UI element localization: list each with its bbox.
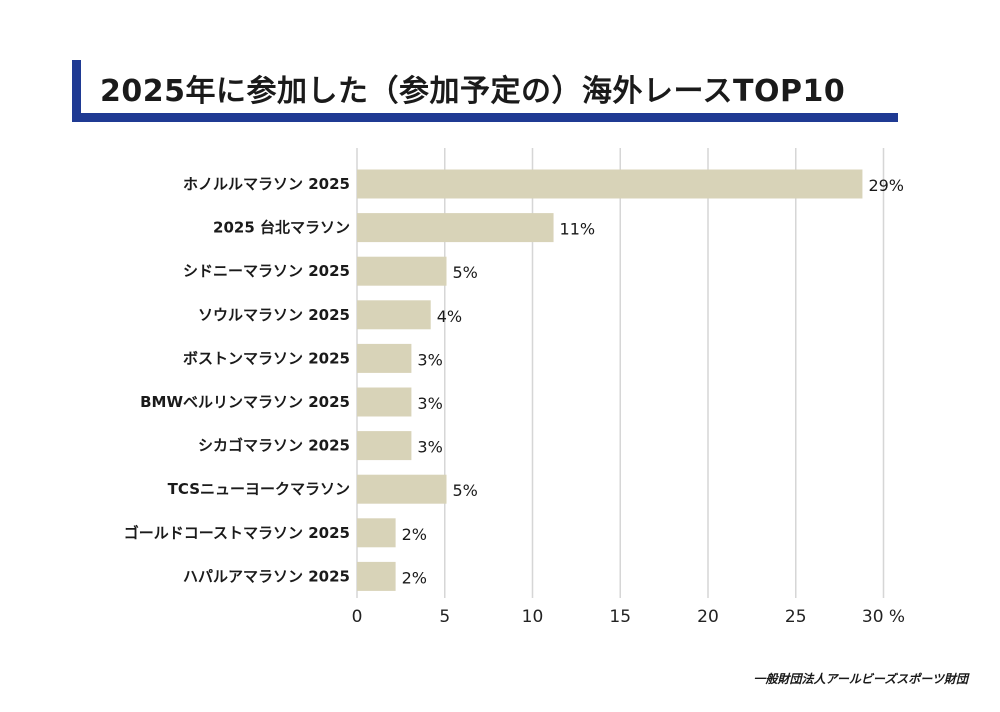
value-label: 11% bbox=[560, 220, 596, 239]
x-tick-label: 30 % bbox=[862, 607, 905, 627]
category-label: ゴールドコーストマラソン 2025 bbox=[124, 524, 350, 542]
category-label: TCSニューヨークマラソン bbox=[168, 480, 350, 498]
value-label: 2% bbox=[402, 568, 427, 587]
x-tick-label: 15 bbox=[609, 607, 631, 627]
source-credit: 一般財団法人アールビーズスポーツ財団 bbox=[753, 672, 968, 686]
bar bbox=[357, 518, 396, 548]
value-label: 3% bbox=[417, 438, 442, 457]
value-label: 3% bbox=[417, 350, 442, 369]
category-label: 2025 台北マラソン bbox=[213, 219, 350, 237]
category-label: ホノルルマラソン 2025 bbox=[183, 175, 350, 193]
category-label: シドニーマラソン 2025 bbox=[183, 262, 350, 280]
value-label: 3% bbox=[417, 394, 442, 413]
chart-title: 2025年に参加した（参加予定の）海外レースTOP10 bbox=[100, 74, 846, 109]
category-label: ボストンマラソン 2025 bbox=[183, 349, 350, 367]
bar bbox=[357, 343, 412, 373]
value-label: 2% bbox=[402, 525, 427, 544]
bar bbox=[357, 431, 412, 461]
title-accent-bar bbox=[72, 60, 81, 122]
value-label: 29% bbox=[868, 176, 904, 195]
x-tick-label: 5 bbox=[439, 607, 450, 627]
bar bbox=[357, 256, 447, 286]
category-label: ソウルマラソン 2025 bbox=[198, 306, 350, 324]
x-tick-label: 25 bbox=[785, 607, 807, 627]
value-label: 4% bbox=[437, 307, 462, 326]
category-label: ハパルアマラソン 2025 bbox=[183, 567, 350, 585]
x-tick-label: 20 bbox=[697, 607, 719, 627]
bar bbox=[357, 474, 447, 504]
title-underline bbox=[72, 113, 898, 122]
title-block: 2025年に参加した（参加予定の）海外レースTOP10 bbox=[72, 60, 898, 122]
value-label: 5% bbox=[453, 263, 478, 282]
category-label: シカゴマラソン 2025 bbox=[198, 437, 350, 455]
x-tick-label: 0 bbox=[352, 607, 363, 627]
category-label: BMWベルリンマラソン 2025 bbox=[140, 393, 350, 411]
bar bbox=[357, 213, 554, 243]
bar bbox=[357, 169, 863, 199]
x-tick-label: 10 bbox=[522, 607, 544, 627]
bar bbox=[357, 561, 396, 591]
bar bbox=[357, 387, 412, 417]
bar bbox=[357, 300, 431, 330]
value-label: 5% bbox=[453, 481, 478, 500]
